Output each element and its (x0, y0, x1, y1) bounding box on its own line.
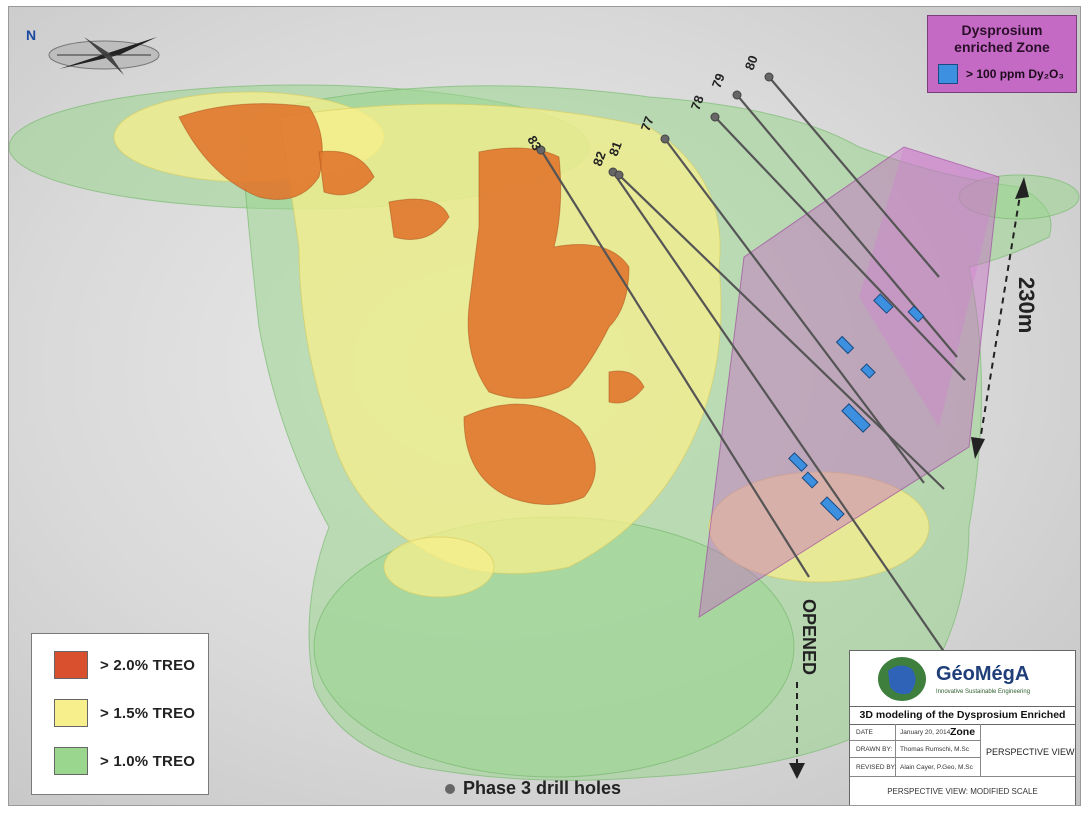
view-type: PERSPECTIVE VIEW (986, 747, 1075, 757)
dysprosium-title-line2: enriched Zone (954, 39, 1050, 55)
treo-2-0-zone (178, 103, 645, 505)
divider (980, 724, 981, 776)
title-block: GéoMégA Innovative Sustainable Engineeri… (849, 650, 1076, 805)
legend-label: > 2.0% TREO (100, 656, 196, 674)
3d-model-scene: 83 82 81 77 78 79 80 230m OPENED (9, 37, 1080, 781)
drill-hole-label-82: 82 (590, 149, 609, 168)
opened-label: OPENED (799, 599, 819, 675)
north-label: N (26, 27, 37, 43)
drill-hole-dot-icon (445, 783, 455, 794)
drill-hole-legend: Phase 3 drill holes (445, 778, 621, 799)
treo-legend: > 2.0% TREO > 1.5% TREO > 1.0% TREO (31, 633, 209, 795)
drill-hole-label-83: 83 (524, 133, 544, 153)
date-value: January 20, 2014 (900, 729, 951, 736)
company-logo-icon (878, 657, 926, 701)
drawing-title: 3D modeling of the Dysprosium Enriched Z… (850, 707, 1075, 738)
legend-item: > 1.0% TREO (54, 744, 195, 778)
drill-hole-label-79: 79 (709, 71, 728, 90)
distance-arrow-head-bottom (971, 437, 985, 459)
legend-item: > 1.5% TREO (54, 696, 195, 730)
divider (850, 757, 980, 758)
drawn-by-value: Thomas Rumschi, M.Sc (900, 746, 969, 753)
company-logo: GéoMégA Innovative Sustainable Engineeri… (850, 651, 1075, 707)
revised-by-value: Alain Cayer, P.Geo, M.Sc (900, 764, 973, 771)
dysprosium-item-label: > 100 ppm Dy₂O₃ (966, 67, 1064, 81)
dysprosium-intercepts (788, 293, 925, 522)
company-tagline: Innovative Sustainable Engineering (936, 689, 1031, 695)
dysprosium-legend: Dysprosium enriched Zone > 100 ppm Dy₂O₃ (927, 15, 1077, 93)
divider (850, 776, 1075, 777)
model-view: 83 82 81 77 78 79 80 230m OPENED N Dyspr… (8, 6, 1081, 806)
dysprosium-swatch (938, 64, 958, 84)
legend-swatch-green (54, 747, 88, 775)
compass-icon (48, 37, 160, 75)
drill-hole-78 (714, 116, 966, 381)
drill-hole-label-77: 77 (638, 114, 657, 133)
drill-hole-label-78: 78 (688, 93, 707, 112)
drill-hole-label-80: 80 (742, 53, 761, 72)
legend-swatch-red (54, 651, 88, 679)
distance-arrow-head-top (1015, 177, 1029, 199)
company-name: GéoMégA (936, 663, 1030, 685)
legend-label: > 1.5% TREO (100, 704, 196, 722)
scale-note: PERSPECTIVE VIEW: MODIFIED SCALE (887, 787, 1038, 796)
legend-label: > 1.0% TREO (100, 752, 196, 770)
drill-collars (536, 72, 774, 180)
divider (895, 724, 896, 776)
opened-arrow-head (789, 763, 805, 779)
date-label: DATE (856, 729, 873, 736)
drill-hole-83 (540, 149, 810, 578)
revised-by-label: REVISED BY: (856, 764, 897, 771)
drill-hole-82 (612, 171, 950, 660)
drill-hole-77 (664, 138, 925, 484)
dysprosium-legend-item: > 100 ppm Dy₂O₃ (938, 64, 1064, 84)
legend-item: > 2.0% TREO (54, 648, 195, 682)
drill-hole-label-81: 81 (606, 139, 625, 158)
drill-hole-legend-label: Phase 3 drill holes (463, 778, 622, 798)
legend-swatch-yellow (54, 699, 88, 727)
dysprosium-title-line1: Dysprosium (961, 22, 1043, 38)
drawn-by-label: DRAWN BY: (856, 746, 893, 753)
dysprosium-legend-title: Dysprosium enriched Zone (928, 22, 1076, 56)
divider (850, 740, 980, 741)
distance-label: 230m (1014, 277, 1039, 333)
drill-hole-80 (768, 76, 940, 278)
